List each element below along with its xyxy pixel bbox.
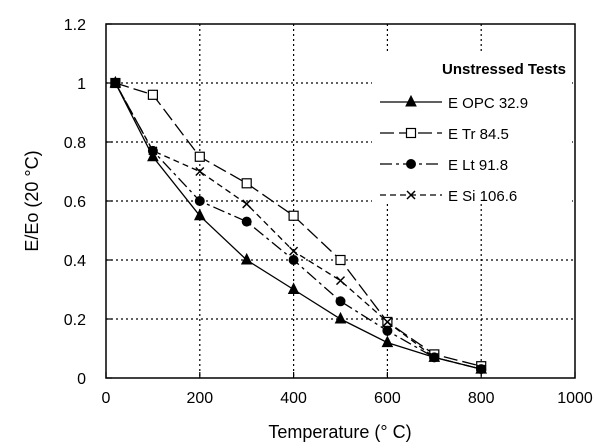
legend-label: E Lt 91.8 [448,157,508,174]
cross-marker [429,352,439,362]
legend: Unstressed Tests E OPC 32.9 E Tr 84.5 E Lt… [372,52,572,205]
square-marker [194,151,205,162]
square-marker [241,178,252,189]
legend-entries: E OPC 32.9 E Tr 84.5 E Lt 91.8 E Si 106.6 [380,94,528,205]
y-tick-label: 0.8 [64,135,86,152]
x-tick-label: 600 [374,390,401,407]
circle-marker [241,216,252,227]
triangle-marker [405,94,417,107]
ticks: 0 200 400 600 800 1000 0 0.2 0.4 0.6 0.8 1 1.2 [64,17,593,407]
circle-marker [335,296,346,307]
cross-marker [335,276,346,286]
y-tick-label: 1 [77,76,86,93]
y-tick-label: 1.2 [64,17,86,34]
series-4 [110,78,486,374]
legend-box [372,52,572,202]
y-tick-label: 0.6 [64,194,86,211]
y-axis-title: E/Eo (20 °C) [22,150,42,251]
triangle-marker [240,252,253,265]
cross-marker [110,78,120,88]
legend-entry: E Tr 84.5 [380,126,509,143]
triangle-marker [381,335,394,348]
legend-entry: E Si 106.6 [380,188,517,205]
legend-label: E Tr 84.5 [448,126,509,143]
cross-marker [476,364,486,374]
y-tick-label: 0 [77,371,86,388]
legend-title: Unstressed Tests [442,61,566,78]
circle-marker [382,325,393,336]
square-marker [288,210,299,221]
legend-label: E OPC 32.9 [448,95,528,112]
circle-marker [194,196,205,206]
y-tick-label: 0.2 [64,312,86,329]
x-tick-label: 200 [186,390,213,407]
cross-marker [406,190,416,200]
x-axis-title: Temperature (° C) [268,422,411,442]
triangle-marker [287,282,300,294]
circle-marker [288,255,299,265]
triangle-marker [193,208,206,221]
legend-entry: E OPC 32.9 [380,94,528,112]
circle-marker [406,159,416,169]
square-marker [405,127,417,139]
legend-label: E Si 106.6 [448,188,517,205]
y-tick-label: 0.4 [64,253,86,270]
square-marker [147,89,158,100]
cross-marker [195,166,205,177]
square-marker [335,254,346,266]
cross-marker [242,199,252,209]
cross-marker [289,246,299,256]
x-tick-label: 400 [280,390,307,407]
cross-marker [382,317,392,327]
series-line [115,82,482,367]
x-tick-label: 800 [468,390,495,407]
cross-marker [148,146,158,156]
triangle-marker [334,311,347,324]
x-tick-label: 1000 [557,390,593,407]
x-tick-label: 0 [102,390,111,407]
legend-entry: E Lt 91.8 [380,157,508,174]
